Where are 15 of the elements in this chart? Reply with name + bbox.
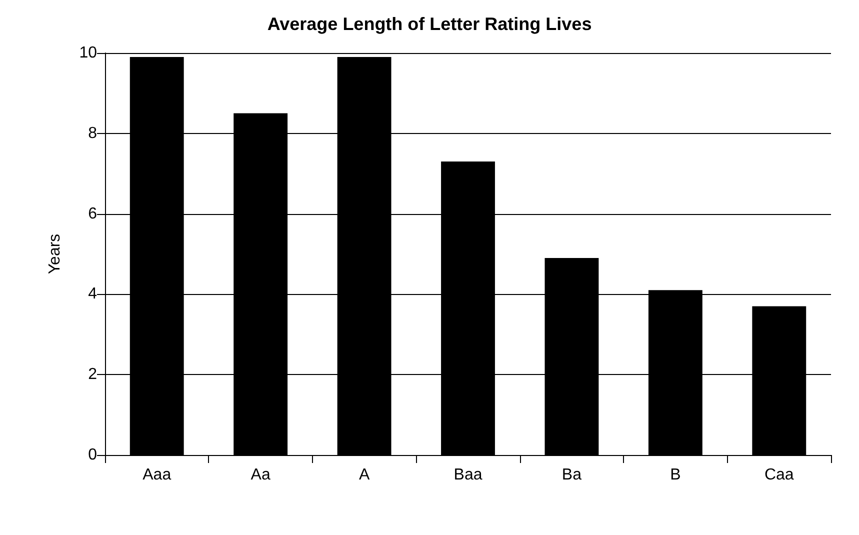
chart-title: Average Length of Letter Rating Lives	[267, 14, 592, 34]
x-tick-label: A	[358, 466, 370, 484]
x-tick-label: Baa	[454, 466, 482, 484]
y-tick-label: 0	[88, 446, 98, 464]
y-tick-label: 8	[88, 124, 98, 142]
y-tick-label: 2	[88, 366, 98, 384]
x-tick-label: Ba	[562, 466, 582, 484]
y-axis-title: Years	[46, 234, 64, 274]
x-tick-label: Caa	[764, 466, 794, 484]
y-tick-label: 4	[88, 286, 98, 303]
x-tick-label: B	[670, 466, 681, 484]
y-tick-label: 6	[88, 205, 98, 222]
y-tick-label: 10	[79, 44, 98, 62]
x-tick-label: Aaa	[142, 466, 172, 484]
x-tick-label: Aa	[250, 466, 270, 484]
